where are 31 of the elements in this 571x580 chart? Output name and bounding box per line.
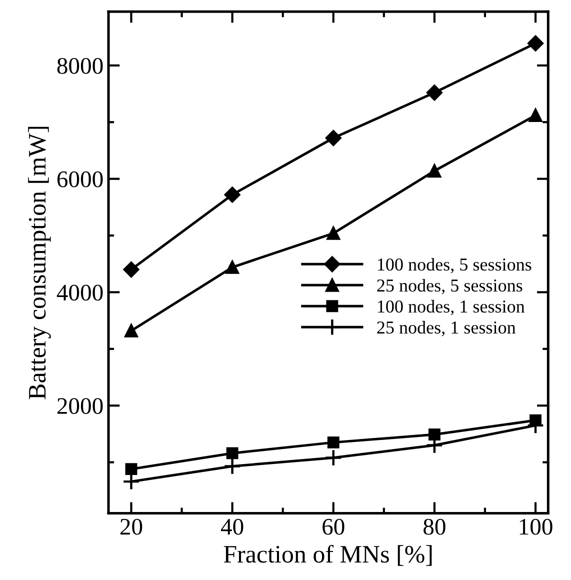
point	[426, 84, 442, 101]
point	[123, 262, 140, 278]
point	[528, 108, 542, 122]
point	[224, 186, 240, 203]
point	[324, 448, 342, 466]
point	[224, 458, 242, 475]
point	[326, 226, 340, 240]
x-tick-label: 60	[322, 518, 344, 535]
x-tick-label: 40	[220, 518, 244, 535]
y-tick-label: 6000	[57, 171, 103, 188]
point	[528, 35, 544, 52]
point	[325, 130, 342, 146]
point	[226, 447, 238, 460]
legend-label: 25 nodes, 5 sessions	[377, 278, 522, 294]
x-axis-title: Fraction of MNs [%]	[224, 544, 432, 566]
y-tick-label: 8000	[57, 58, 103, 74]
x-tick-label: 20	[120, 518, 142, 535]
x-tick-label: 100	[520, 518, 552, 535]
point	[226, 260, 239, 274]
x-tick-label: 80	[424, 518, 446, 535]
point	[327, 436, 340, 448]
y-axis-title: Battery consumption [mW]	[28, 126, 51, 400]
legend-label: 25 nodes, 1 session	[377, 320, 516, 336]
point	[428, 428, 440, 440]
y-tick-label: 2000	[57, 398, 103, 414]
legend-label: 100 nodes, 5 sessions	[378, 258, 532, 274]
point	[428, 164, 442, 178]
legend-label: 100 nodes, 1 session	[378, 300, 525, 316]
point	[124, 324, 138, 338]
y-tick-label: 4000	[56, 284, 103, 301]
point	[125, 463, 138, 476]
